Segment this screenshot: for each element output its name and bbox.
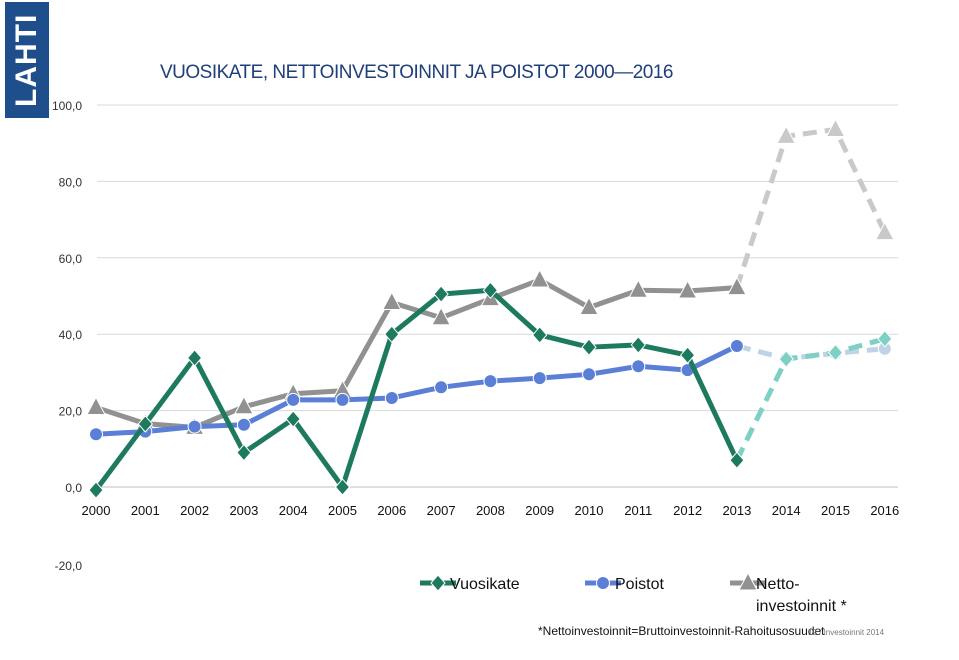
data-point <box>679 346 696 364</box>
slide-label: 12 / Investoinnit 2014 <box>808 628 885 637</box>
x-tick-label: 2016 <box>870 503 899 518</box>
x-tick-label: 2002 <box>180 503 209 518</box>
data-point <box>628 279 649 298</box>
data-point <box>236 443 252 462</box>
data-point <box>483 374 498 389</box>
legend-marker <box>738 571 758 591</box>
series-line <box>95 343 738 437</box>
data-point <box>384 325 400 343</box>
footnote: *Nettoinvestoinnit=Bruttoinvestoinnit-Ra… <box>538 624 825 638</box>
data-point <box>776 125 797 144</box>
data-point <box>431 306 451 326</box>
data-point <box>88 481 104 499</box>
data-point <box>874 221 895 241</box>
y-tick-label: 20,0 <box>59 405 83 419</box>
y-tick-label: 60,0 <box>59 252 83 266</box>
data-point <box>677 279 698 299</box>
data-point <box>727 276 747 296</box>
data-point <box>187 419 202 434</box>
x-tick-label: 2000 <box>82 503 111 518</box>
data-point <box>532 326 548 344</box>
x-tick-label: 2009 <box>525 503 554 518</box>
x-tick-label: 2010 <box>575 503 604 518</box>
data-point <box>86 396 106 416</box>
data-point <box>579 296 599 315</box>
legend-marker <box>596 576 610 590</box>
x-tick-label: 2011 <box>624 503 652 518</box>
x-tick-label: 2006 <box>377 503 406 518</box>
data-point <box>581 338 597 356</box>
series-forecast-line <box>734 336 886 462</box>
lahti-logo: LAHTI <box>5 2 49 118</box>
data-point <box>236 417 251 432</box>
chart-title: VUOSIKATE, NETTOINVESTOINNIT JA POISTOT … <box>160 62 673 83</box>
y-tick-label: 0,0 <box>65 481 82 495</box>
x-tick-label: 2015 <box>821 503 850 518</box>
y-tick-label: 80,0 <box>59 175 83 189</box>
x-tick-label: 2007 <box>427 503 456 518</box>
data-point <box>630 336 646 354</box>
data-point <box>532 371 547 386</box>
data-point <box>778 350 794 368</box>
data-point <box>631 359 646 374</box>
legend-label: Netto-investoinnit * <box>756 576 847 615</box>
x-tick-label: 2013 <box>722 503 751 518</box>
data-point <box>825 118 846 137</box>
y-tick-label: 100,0 <box>52 99 82 113</box>
series-line <box>93 287 740 492</box>
x-tick-label: 2004 <box>279 503 308 518</box>
data-point <box>582 367 596 382</box>
x-tick-label: 2012 <box>673 503 702 518</box>
legend-marker <box>430 574 446 592</box>
data-point <box>234 395 254 415</box>
x-tick-label: 2014 <box>772 503 801 518</box>
y-tick-label: 40,0 <box>59 328 83 342</box>
data-point <box>334 478 351 496</box>
data-point <box>384 390 399 405</box>
data-point <box>381 291 402 310</box>
data-point <box>482 281 499 300</box>
data-point <box>827 343 844 362</box>
x-tick-label: 2003 <box>229 503 258 518</box>
data-point <box>729 451 745 470</box>
data-point <box>877 330 893 348</box>
data-point <box>137 415 153 433</box>
x-tick-label: 2005 <box>328 503 357 518</box>
y-tick-label: -20,0 <box>55 559 83 573</box>
legend-label: Vuosikate <box>450 576 520 593</box>
data-point <box>529 268 550 288</box>
data-point <box>286 392 301 407</box>
data-point <box>335 392 350 407</box>
data-point <box>285 410 301 428</box>
series-forecast-line <box>734 126 888 289</box>
data-point <box>433 285 449 303</box>
data-point <box>186 349 203 367</box>
data-point <box>729 339 744 354</box>
data-point <box>89 427 103 442</box>
data-point <box>434 380 449 395</box>
x-tick-label: 2001 <box>131 503 160 518</box>
legend-label: Poistot <box>615 576 664 593</box>
x-tick-label: 2008 <box>476 503 505 518</box>
